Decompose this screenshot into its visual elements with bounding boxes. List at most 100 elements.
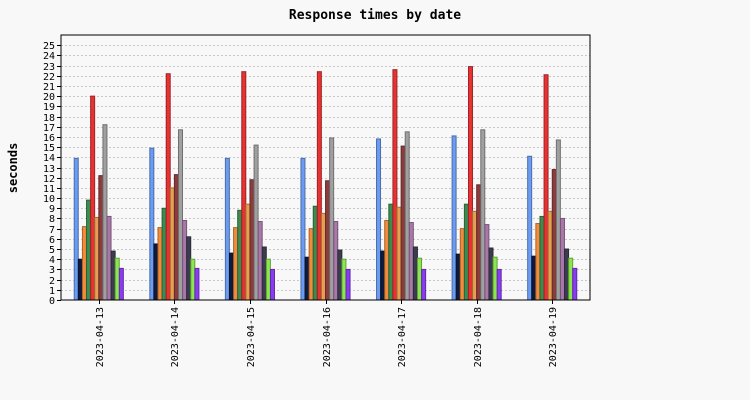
bar (257, 221, 263, 301)
bar (77, 258, 83, 301)
bars (73, 66, 578, 301)
x-tick-label: 2023-04-16 (322, 307, 333, 367)
bar (527, 155, 533, 301)
y-axis-ticks: 0123456789101112131415161718192021222324… (43, 41, 61, 307)
bar (455, 253, 461, 301)
y-tick-label: 9 (49, 204, 55, 215)
y-tick-label: 10 (43, 194, 55, 205)
bar (345, 268, 351, 301)
bar (325, 180, 331, 301)
bar (559, 217, 565, 301)
bar (169, 187, 175, 301)
y-tick-label: 6 (49, 235, 55, 246)
bar (157, 227, 163, 301)
bar (384, 220, 390, 301)
y-tick-label: 23 (43, 62, 55, 73)
bar (404, 131, 410, 301)
bar (333, 221, 339, 301)
bar (555, 139, 561, 301)
bar (568, 257, 574, 301)
bar (564, 248, 570, 301)
y-tick-label: 24 (43, 51, 55, 62)
bar (253, 144, 259, 301)
x-tick-label: 2023-04-18 (473, 307, 484, 367)
bar (535, 223, 541, 301)
x-tick-label: 2023-04-15 (246, 307, 257, 367)
bar (396, 206, 402, 301)
bar (161, 207, 167, 301)
bar (269, 268, 275, 301)
bar (308, 228, 314, 301)
bar (459, 228, 465, 301)
y-tick-label: 17 (43, 123, 55, 134)
bar (300, 157, 306, 301)
bar (178, 129, 184, 301)
bar (316, 71, 322, 301)
bar (329, 137, 335, 301)
bar (376, 138, 382, 301)
y-tick-label: 2 (49, 276, 55, 287)
y-tick-label: 14 (43, 153, 55, 164)
bar (81, 226, 87, 301)
bar (241, 71, 247, 301)
bar (249, 179, 255, 301)
bar (182, 220, 188, 301)
bar (228, 252, 234, 301)
y-tick-label: 20 (43, 92, 55, 103)
bar (484, 224, 490, 301)
bar (186, 236, 192, 301)
y-tick-label: 0 (49, 296, 55, 307)
bar (572, 267, 578, 301)
bar (304, 256, 310, 301)
bar (98, 175, 104, 301)
bar (531, 255, 537, 301)
bar (408, 222, 414, 301)
bar (451, 135, 457, 301)
y-tick-label: 7 (49, 225, 55, 236)
y-tick-label: 3 (49, 265, 55, 276)
y-tick-label: 4 (49, 255, 55, 266)
bar (341, 258, 347, 301)
x-axis-ticks: 2023-04-13 2023-04-14 2023-04-15 2023-04-16… (95, 300, 559, 367)
chart-title: Response times by date (289, 8, 461, 23)
y-tick-label: 5 (49, 245, 55, 256)
bar (547, 210, 553, 301)
bar (417, 257, 423, 301)
bar (73, 157, 79, 301)
x-tick-label: 2023-04-13 (95, 307, 106, 367)
bar (245, 203, 251, 301)
bar (400, 145, 406, 301)
bar (421, 268, 427, 301)
bar (233, 227, 239, 301)
bar (190, 258, 196, 301)
bar (496, 268, 502, 301)
y-tick-label: 19 (43, 102, 55, 113)
y-axis-label: seconds (6, 143, 20, 194)
bar (261, 246, 267, 301)
x-tick-label: 2023-04-17 (397, 307, 408, 367)
bar (153, 243, 159, 301)
bar (463, 203, 469, 301)
bar (149, 147, 155, 301)
bar (237, 209, 243, 301)
bar (312, 205, 318, 301)
bar (392, 69, 398, 301)
y-tick-label: 16 (43, 133, 55, 144)
bar (539, 215, 545, 301)
bar (102, 124, 108, 301)
y-tick-label: 18 (43, 113, 55, 124)
bar (94, 216, 100, 301)
y-tick-label: 25 (43, 41, 55, 52)
bar (488, 247, 494, 301)
y-tick-label: 13 (43, 164, 55, 175)
x-tick-label: 2023-04-14 (170, 307, 181, 367)
bar (194, 267, 200, 301)
y-tick-label: 8 (49, 214, 55, 225)
bar (492, 256, 498, 301)
bar (265, 258, 271, 301)
bar (388, 203, 394, 301)
bar (337, 249, 343, 301)
bar (114, 257, 120, 301)
